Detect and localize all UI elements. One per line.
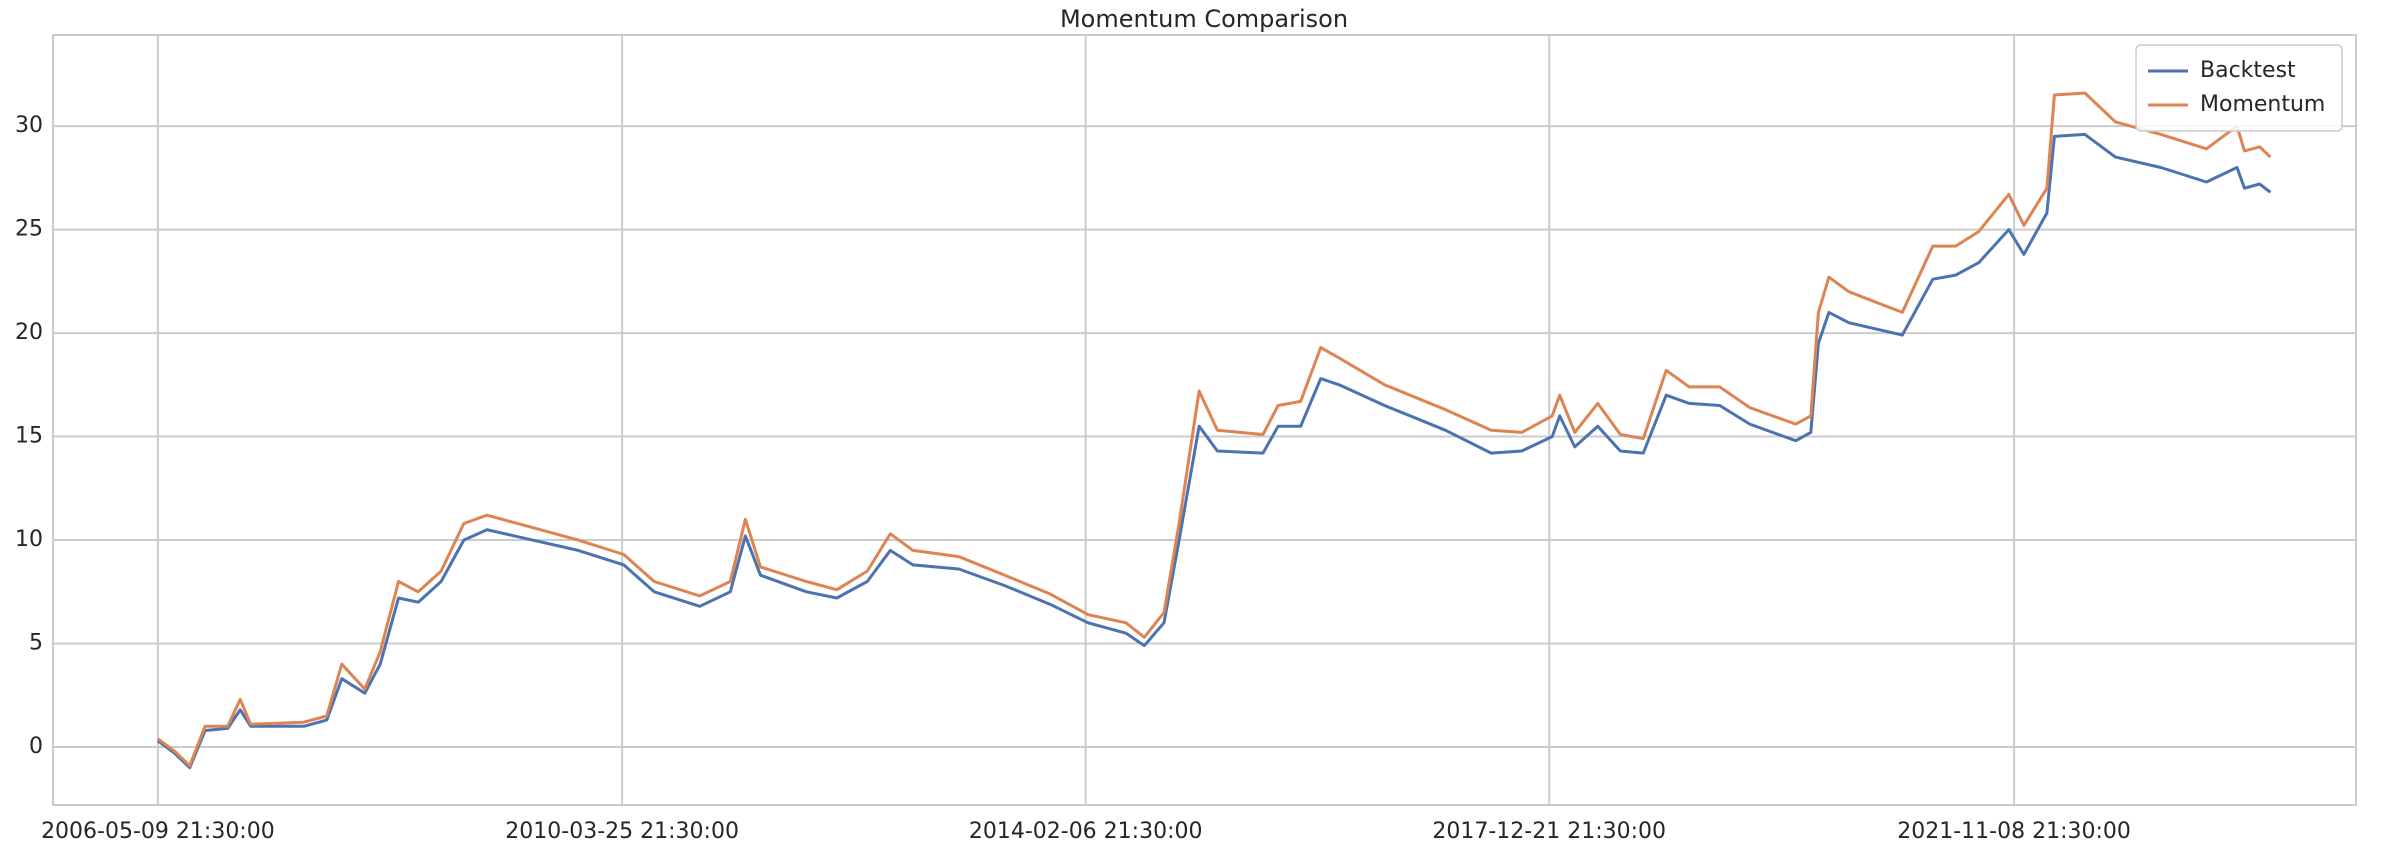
legend-label: Momentum	[2200, 92, 2325, 117]
line-series	[157, 91, 2272, 768]
legend: Backtest Momentum	[2135, 44, 2343, 132]
y-tick-label: 15	[15, 424, 43, 449]
chart-title: Momentum Comparison	[1060, 5, 1348, 33]
y-tick-label: 20	[15, 320, 43, 345]
legend-box	[2135, 44, 2343, 132]
plot-frame	[52, 34, 2357, 806]
y-tick-label: 10	[15, 527, 43, 552]
y-tick-label: 5	[29, 631, 43, 656]
x-tick-label: 2021-11-08 21:30:00	[1897, 819, 2131, 844]
line-series	[157, 132, 2272, 770]
y-tick-label: 0	[29, 734, 43, 759]
x-tick-label: 2006-05-09 21:30:00	[41, 819, 275, 844]
y-tick-label: 30	[15, 113, 43, 138]
x-tick-label: 2010-03-25 21:30:00	[505, 819, 739, 844]
legend-label: Backtest	[2200, 58, 2296, 83]
x-tick-label: 2014-02-06 21:30:00	[969, 819, 1203, 844]
y-tick-label: 25	[15, 217, 43, 242]
x-tick-label: 2017-12-21 21:30:00	[1432, 819, 1666, 844]
